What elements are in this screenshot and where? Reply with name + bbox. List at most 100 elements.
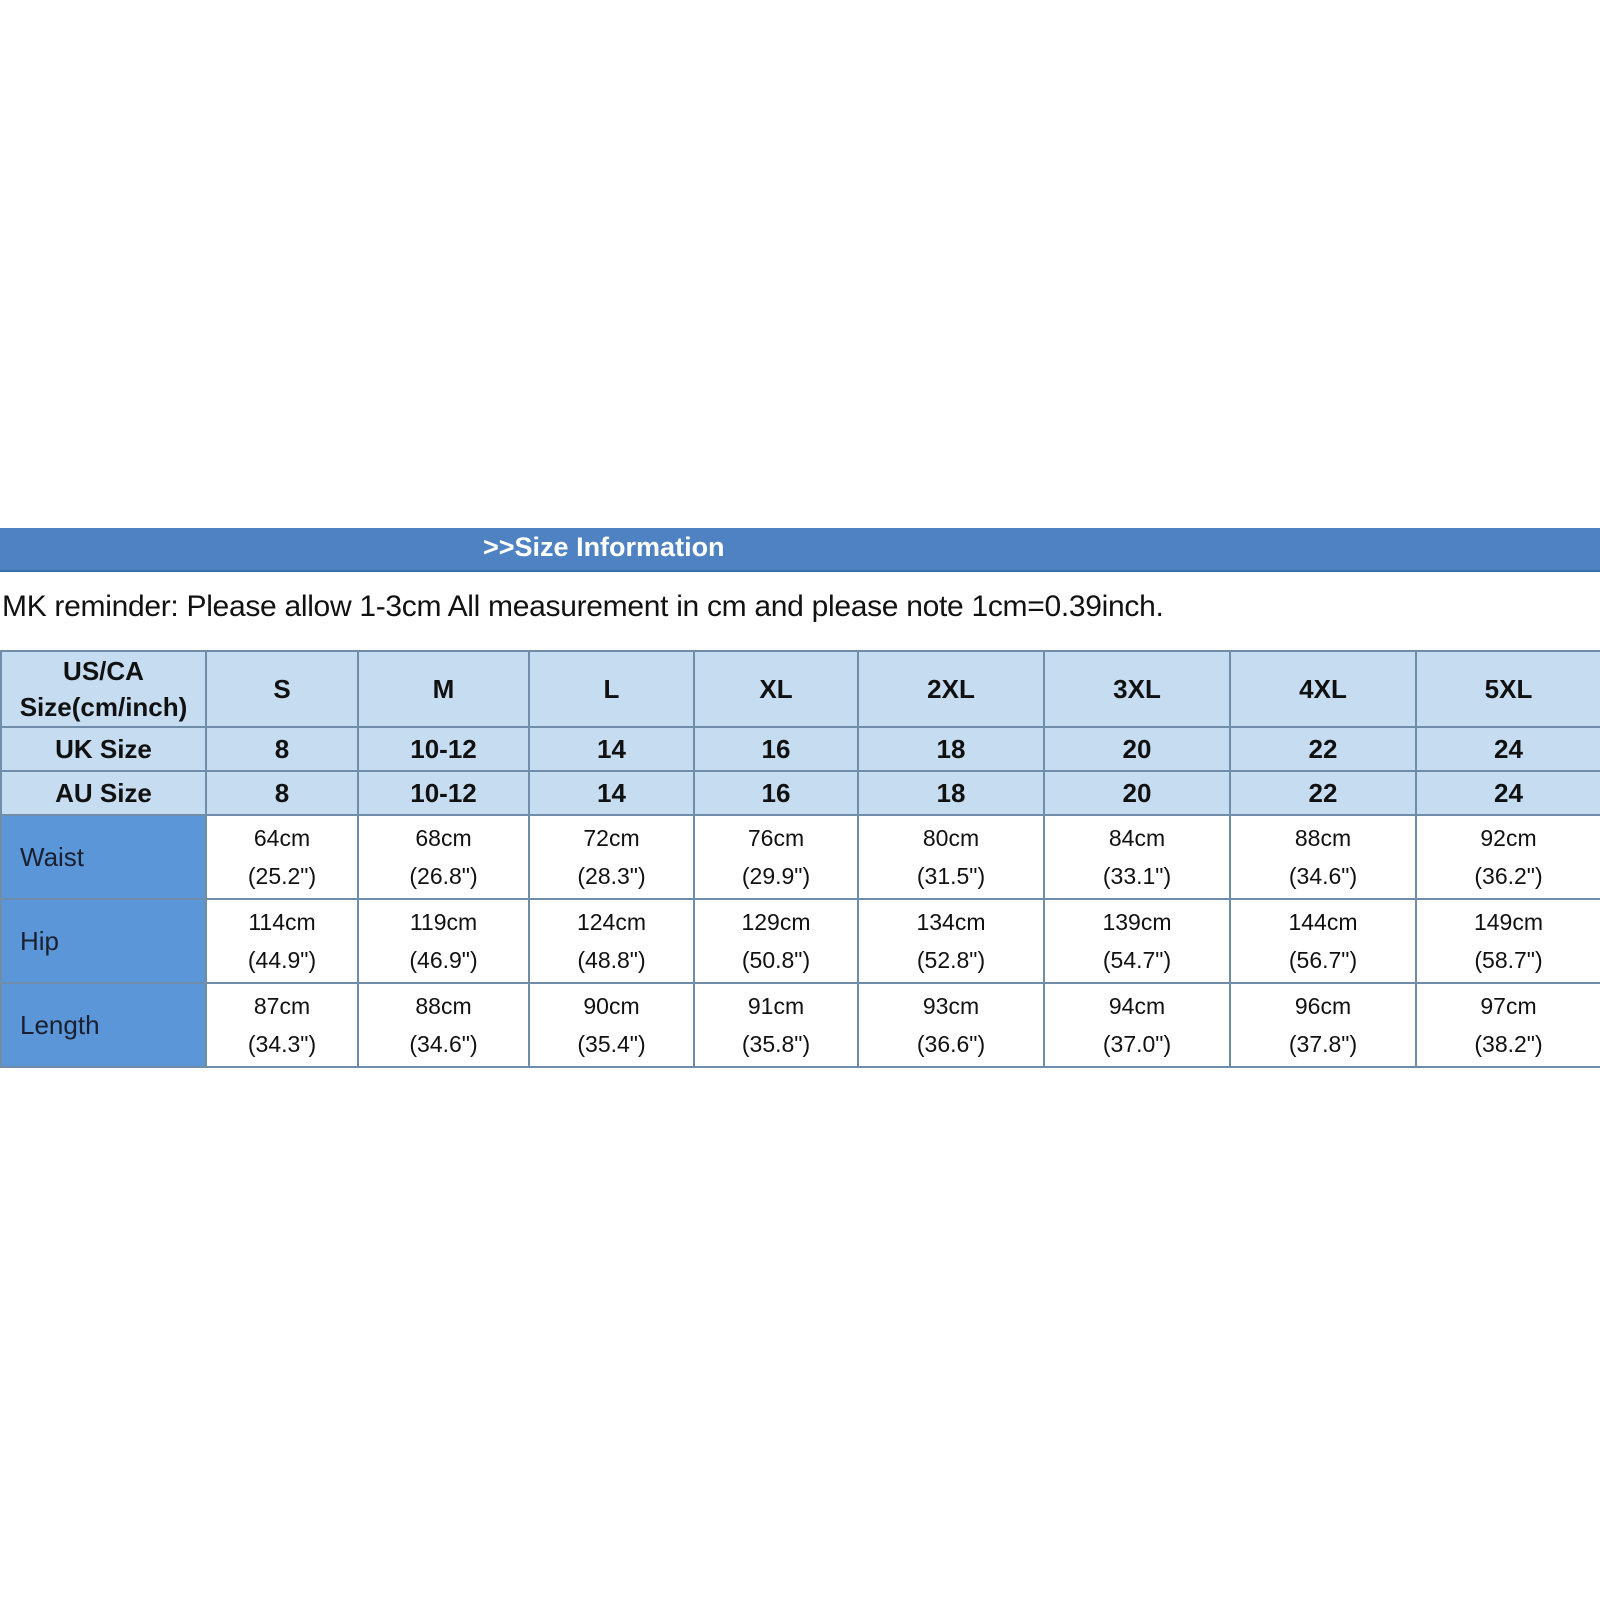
measurement-cell: 68cm (26.8") [357,814,530,900]
cm-value: 64cm [253,825,311,851]
inch-value: (26.8") [409,863,478,889]
inch-value: (28.3") [577,863,646,889]
cm-value: 80cm [922,825,980,851]
us-ca-label-line1: US/CA [63,656,144,686]
cm-value: 134cm [916,909,986,935]
au-size-value: 10-12 [357,770,530,816]
au-size-value: 16 [693,770,859,816]
inch-value: (33.1") [1102,863,1172,889]
size-header: 3XL [1043,650,1231,728]
cm-value: 149cm [1473,909,1544,935]
inch-value: (56.7") [1288,947,1358,973]
au-size-value: 8 [205,770,359,816]
measurement-cell: 76cm (29.9") [693,814,859,900]
inch-value: (46.9") [409,947,478,973]
inch-value: (50.8") [741,947,811,973]
cm-value: 91cm [747,993,805,1019]
measurement-cell: 114cm (44.9") [205,898,359,984]
measurement-cell: 84cm (33.1") [1043,814,1231,900]
cm-value: 90cm [583,993,640,1019]
au-size-value: 22 [1229,770,1417,816]
inch-value: (37.0") [1102,1031,1172,1057]
cm-value: 68cm [415,825,472,851]
cm-value: 88cm [415,993,472,1019]
uk-size-value: 10-12 [357,726,530,772]
inch-value: (34.6") [1288,863,1358,889]
measurement-cell: 72cm (28.3") [528,814,695,900]
reminder-text: MK reminder: Please allow 1-3cm All meas… [2,590,1164,623]
au-size-value: 20 [1043,770,1231,816]
size-header: 5XL [1415,650,1600,728]
cm-value: 76cm [747,825,805,851]
size-header: 2XL [857,650,1045,728]
measurement-cell: 93cm (36.6") [857,982,1045,1068]
uk-size-label: UK Size [0,726,207,772]
cm-value: 139cm [1102,909,1172,935]
size-info-banner: >>Size Information [0,528,1600,572]
banner-title: >>Size Information [483,532,725,562]
size-header: L [528,650,695,728]
measurement-cell: 96cm (37.8") [1229,982,1417,1068]
uk-size-value: 20 [1043,726,1231,772]
measurement-cell: 129cm (50.8") [693,898,859,984]
measurement-cell: 144cm (56.7") [1229,898,1417,984]
measurement-label: Length [0,982,207,1068]
cm-value: 124cm [576,909,647,935]
cm-value: 96cm [1294,993,1352,1019]
au-size-value: 18 [857,770,1045,816]
uk-size-value: 24 [1415,726,1600,772]
size-table: US/CA Size(cm/inch) S M L XL 2XL 3XL 4XL 5XL UK Si… [0,650,1600,1068]
inch-value: (31.5") [916,863,986,889]
inch-value: (44.9") [247,947,317,973]
inch-value: (25.2") [247,863,317,889]
uk-size-value: 8 [205,726,359,772]
inch-value: (34.3") [247,1031,317,1057]
inch-value: (54.7") [1102,947,1172,973]
us-ca-label-line2: Size(cm/inch) [19,692,188,722]
inch-value: (48.8") [577,947,646,973]
au-size-row: AU Size 8 10-12 14 16 18 20 22 24 [0,770,1600,816]
inch-value: (29.9") [741,863,811,889]
measurement-cell: 88cm (34.6") [1229,814,1417,900]
size-header: S [205,650,359,728]
cm-value: 114cm [248,909,316,935]
measurement-row: Waist 64cm (25.2") 68cm (26.8") 72cm (28.3") 76… [0,814,1600,900]
cm-value: 97cm [1480,993,1537,1019]
measurement-cell: 124cm (48.8") [528,898,695,984]
uk-size-value: 14 [528,726,695,772]
cm-value: 129cm [741,909,811,935]
us-ca-label: US/CA Size(cm/inch) [0,650,207,728]
inch-value: (37.8") [1288,1031,1358,1057]
measurement-cell: 134cm (52.8") [857,898,1045,984]
measurement-cell: 119cm (46.9") [357,898,530,984]
measurement-cell: 149cm (58.7") [1415,898,1600,984]
inch-value: (34.6") [409,1031,478,1057]
inch-value: (35.4") [577,1031,646,1057]
cm-value: 87cm [253,993,311,1019]
measurement-cell: 91cm (35.8") [693,982,859,1068]
cm-value: 119cm [409,909,478,935]
inch-value: (36.6") [916,1031,986,1057]
size-header: M [357,650,530,728]
uk-size-row: UK Size 8 10-12 14 16 18 20 22 24 [0,726,1600,772]
size-header: XL [693,650,859,728]
au-size-label: AU Size [0,770,207,816]
uk-size-value: 18 [857,726,1045,772]
measurement-cell: 94cm (37.0") [1043,982,1231,1068]
inch-value: (52.8") [916,947,986,973]
measurement-cell: 64cm (25.2") [205,814,359,900]
measurement-row: Length 87cm (34.3") 88cm (34.6") 90cm (35.4") 9… [0,982,1600,1068]
inch-value: (58.7") [1474,947,1543,973]
cm-value: 92cm [1480,825,1537,851]
au-size-value: 14 [528,770,695,816]
measurement-cell: 88cm (34.6") [357,982,530,1068]
measurement-cell: 80cm (31.5") [857,814,1045,900]
measurement-cell: 87cm (34.3") [205,982,359,1068]
au-size-value: 24 [1415,770,1600,816]
measurement-cell: 139cm (54.7") [1043,898,1231,984]
measurement-label: Hip [0,898,207,984]
measurement-cell: 97cm (38.2") [1415,982,1600,1068]
cm-value: 94cm [1108,993,1166,1019]
cm-value: 72cm [583,825,640,851]
cm-value: 88cm [1294,825,1352,851]
